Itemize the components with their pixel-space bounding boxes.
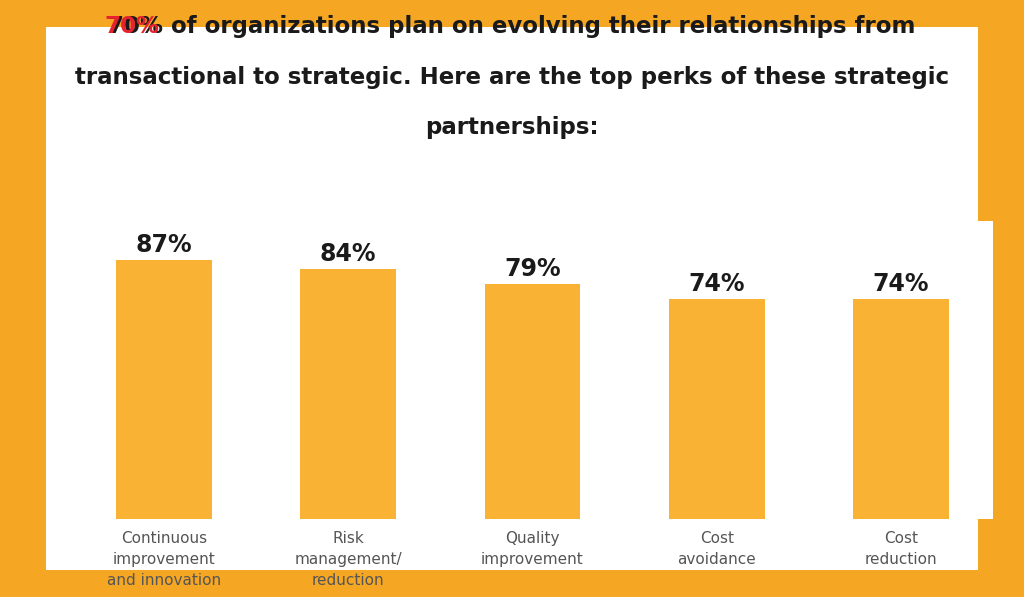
Text: 74%: 74% <box>688 272 745 296</box>
Text: 70%: 70% <box>104 15 160 38</box>
Text: partnerships:: partnerships: <box>425 116 599 140</box>
Text: transactional to strategic. Here are the top perks of these strategic: transactional to strategic. Here are the… <box>75 66 949 89</box>
Text: 84%: 84% <box>319 242 377 266</box>
Bar <box>669 298 765 519</box>
Bar <box>853 298 949 519</box>
Bar <box>116 260 212 519</box>
Text: 79%: 79% <box>504 257 561 281</box>
Text: 70% of organizations plan on evolving their relationships from: 70% of organizations plan on evolving th… <box>109 15 915 38</box>
Text: 74%: 74% <box>872 272 930 296</box>
Bar <box>484 284 581 519</box>
Bar <box>300 269 396 519</box>
Text: 87%: 87% <box>135 233 193 257</box>
